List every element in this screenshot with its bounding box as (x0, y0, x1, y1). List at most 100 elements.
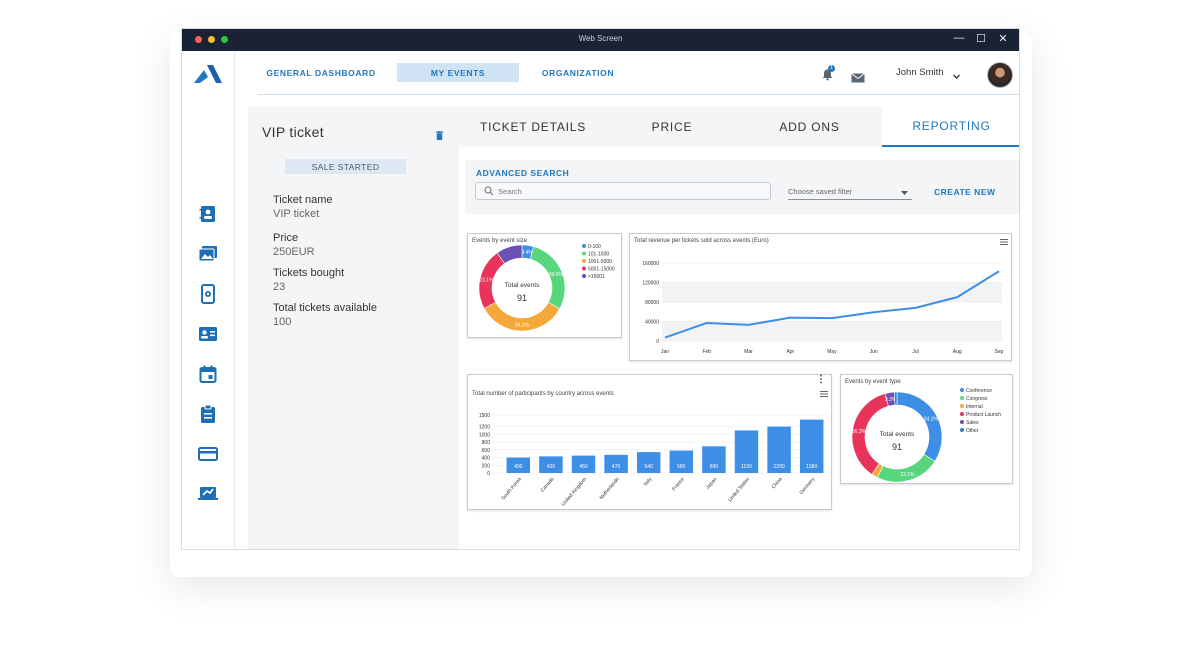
create-new-button[interactable]: CREATE NEW (934, 187, 996, 197)
x-tick-label: Feb (702, 349, 711, 355)
legend-label: Congress (966, 396, 988, 402)
tab-add-ons[interactable]: ADD ONS (779, 120, 840, 134)
device-settings-icon[interactable] (198, 284, 218, 304)
legend-label: Other (966, 428, 979, 434)
id-card-icon[interactable] (198, 324, 218, 344)
chevron-down-icon[interactable] (952, 68, 961, 86)
y-tick-label: 1200 (479, 425, 490, 431)
credit-card-icon[interactable] (198, 444, 218, 464)
top-navigation: GENERAL DASHBOARD MY EVENTS ORGANIZATION… (258, 51, 1019, 95)
legend-marker (960, 404, 964, 408)
field-value: 23 (273, 281, 286, 293)
x-tick-label: Japan (705, 476, 718, 490)
x-tick-label: Jan (661, 349, 669, 355)
donut-slice[interactable] (893, 391, 898, 406)
app-logo[interactable] (194, 65, 222, 88)
y-tick-label: 200 (482, 463, 491, 469)
legend-label: Internal (966, 404, 983, 410)
close-icon[interactable]: ✕ (998, 33, 1008, 45)
donut-center-label: Total events (880, 431, 915, 438)
legend-label: 0-100 (588, 244, 601, 250)
bar[interactable] (702, 446, 726, 473)
ticket-fields: Ticket name VIP ticket Price 250EUR Tick… (273, 193, 377, 329)
bar[interactable] (604, 454, 628, 473)
maximize-dot[interactable] (221, 36, 228, 43)
avatar[interactable] (987, 62, 1013, 88)
more-vertical-icon[interactable]: ⋮ (816, 374, 826, 385)
bar[interactable] (571, 455, 596, 473)
sidebar (182, 51, 235, 549)
x-tick-label: Sep (995, 349, 1004, 355)
photo-gallery-icon[interactable] (198, 244, 218, 264)
tab-ticket-details[interactable]: TICKET DETAILS (479, 120, 587, 134)
bar[interactable] (669, 450, 694, 473)
search-icon (484, 186, 494, 196)
slice-label: 23.1% (900, 472, 915, 478)
bar[interactable] (799, 419, 824, 473)
bar-value-label: 1200 (774, 464, 785, 470)
search-input[interactable] (498, 185, 758, 197)
bar-value-label: 470 (612, 464, 621, 470)
bar[interactable] (506, 457, 531, 473)
legend-marker (960, 396, 964, 400)
grid-band (662, 282, 1002, 302)
chart-title: Events by event size (472, 238, 528, 244)
y-tick-label: 120000 (642, 281, 659, 287)
x-tick-label: Jun (870, 349, 878, 355)
line-chart-svg: 0 40000 80000 120000 160000 Jan Feb Mar Apr May Ju… (642, 261, 1004, 355)
presentation-icon[interactable] (198, 484, 218, 504)
nav-my-events[interactable]: MY EVENTS (397, 63, 519, 82)
chart-participants-bar: Total number of participants by country … (467, 374, 832, 510)
donut-chart-svg: 4.4% 28.6% 34.1% 23.1% Total events 91 0-100 10… (478, 244, 615, 332)
tab-reporting[interactable]: REPORTING (882, 107, 1019, 147)
y-tick-label: 600 (482, 448, 491, 454)
notifications-bell[interactable]: 1 (821, 65, 835, 82)
slice-label: 34.1% (515, 322, 530, 328)
status-badge: SALE STARTED (285, 159, 406, 174)
nav-organization[interactable]: ORGANIZATION (541, 67, 615, 78)
contact-book-icon[interactable] (198, 204, 218, 224)
search-box[interactable] (475, 182, 771, 200)
slice-label: 36.3% (852, 429, 867, 435)
legend-label: 1001-5000 (588, 259, 612, 265)
saved-filter-select[interactable]: Choose saved filter (788, 184, 912, 200)
user-name[interactable]: John Smith (896, 67, 944, 78)
x-tick-label: Aug (953, 349, 962, 355)
trash-icon[interactable] (436, 127, 443, 145)
legend-marker (960, 428, 964, 432)
clipboard-icon[interactable] (198, 404, 218, 424)
bar[interactable] (539, 456, 563, 473)
hamburger-menu-icon[interactable] (1000, 239, 1008, 245)
field-price: Price 250EUR (273, 231, 377, 259)
field-value: 250EUR (273, 246, 315, 258)
grid-band (662, 321, 1002, 341)
donut-slice[interactable] (496, 244, 523, 264)
series-line[interactable] (664, 270, 1000, 339)
maximize-icon[interactable]: ☐ (976, 33, 986, 45)
calendar-icon[interactable] (198, 364, 218, 384)
close-dot[interactable] (195, 36, 202, 43)
y-tick-label: 1000 (479, 432, 490, 438)
nav-general-dashboard[interactable]: GENERAL DASHBOARD (266, 67, 376, 78)
minimize-dot[interactable] (208, 36, 215, 43)
field-ticket-name: Ticket name VIP ticket (273, 193, 377, 221)
hamburger-menu-icon[interactable] (820, 391, 828, 397)
slice-label: 28.6% (549, 272, 564, 278)
advanced-search-heading: ADVANCED SEARCH (476, 168, 570, 178)
bar[interactable] (734, 430, 759, 473)
main-content: TICKET DETAILS PRICE ADD ONS REPORTING A… (459, 107, 1019, 549)
bar[interactable] (636, 452, 661, 473)
mail-icon[interactable] (851, 70, 865, 88)
legend-label: Sales (966, 420, 979, 426)
y-tick-label: 0 (656, 339, 659, 345)
minimize-icon[interactable]: — (953, 32, 965, 44)
legend-marker (582, 266, 586, 271)
y-tick-label: 0 (487, 471, 490, 477)
bar[interactable] (767, 426, 791, 473)
x-tick-label: United Kingdom (561, 476, 588, 507)
legend-marker (960, 388, 964, 392)
x-tick-label: Apr (786, 349, 794, 355)
donut-slice[interactable] (896, 391, 943, 462)
slice-label: 34.1% (924, 417, 939, 423)
tab-price[interactable]: PRICE (651, 120, 693, 134)
